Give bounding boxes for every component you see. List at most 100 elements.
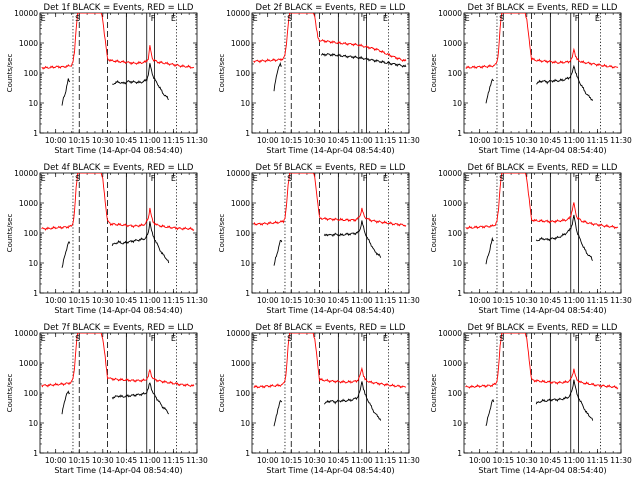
interval-letter: E <box>465 174 470 183</box>
interval-letter: E <box>595 334 600 343</box>
y-tick-label: 100 <box>448 389 463 398</box>
interval-letter: S <box>75 174 80 183</box>
interval-letter: S <box>499 334 504 343</box>
y-tick-label: 1 <box>33 289 38 298</box>
events-series-line <box>535 379 594 421</box>
x-axis-label: Start Time (14-Apr-04 08:54:40) <box>478 146 606 155</box>
events-series-line <box>273 239 283 266</box>
events-series-line <box>323 381 382 421</box>
panel-title: Det 7f BLACK = Events, RED = LLD <box>44 323 194 333</box>
x-tick-label: 10:45 <box>116 296 138 305</box>
events-series-line <box>61 390 71 415</box>
interval-letter: E <box>595 174 600 183</box>
x-tick-label: 10:45 <box>328 136 350 145</box>
plot-frame <box>39 172 198 294</box>
interval-letter: F <box>363 334 368 343</box>
x-tick-label: 11:00 <box>139 456 161 465</box>
y-tick-label: 1 <box>245 449 250 458</box>
events-series-line <box>112 63 169 100</box>
x-tick-label: 10:45 <box>116 456 138 465</box>
panel-title: Det 5f BLACK = Events, RED = LLD <box>256 163 406 173</box>
plot-frame <box>251 332 410 454</box>
x-tick-label: 11:00 <box>563 456 585 465</box>
detector-panel-5: Det 5f BLACK = Events, RED = LLD 1 10 100 10… <box>218 163 420 315</box>
x-tick-label: 11:30 <box>398 136 420 145</box>
panel-title: Det 9f BLACK = Events, RED = LLD <box>468 323 618 333</box>
x-tick-label: 11:30 <box>610 456 632 465</box>
y-tick-label: 1000 <box>443 199 462 208</box>
y-tick-label: 1 <box>457 449 462 458</box>
x-tick-label: 10:30 <box>516 136 538 145</box>
detector-panel-8: Det 8f BLACK = Events, RED = LLD 1 10 100 10… <box>218 323 420 475</box>
y-axis-label: Counts/sec <box>430 374 438 413</box>
plot-area <box>253 13 407 133</box>
lld-series-line <box>253 173 407 228</box>
x-tick-label: 10:00 <box>257 296 279 305</box>
events-series-line <box>485 236 494 265</box>
x-tick-label: 11:15 <box>375 456 397 465</box>
x-tick-label: 10:30 <box>516 296 538 305</box>
y-tick-label: 100 <box>236 69 251 78</box>
y-tick-label: 10000 <box>438 329 462 338</box>
x-axis-label: Start Time (14-Apr-04 08:54:40) <box>478 306 606 315</box>
x-tick-label: 10:15 <box>68 136 90 145</box>
interval-letter: F <box>575 14 580 23</box>
y-tick-label: 100 <box>448 229 463 238</box>
detector-panel-7: Det 7f BLACK = Events, RED = LLD 1 10 100 10… <box>6 323 208 475</box>
x-tick-label: 10:15 <box>280 136 302 145</box>
plot-area <box>41 333 195 453</box>
x-tick-label: 10:00 <box>469 136 491 145</box>
lld-series-line <box>41 13 195 70</box>
x-tick-label: 10:30 <box>304 456 326 465</box>
events-series-line <box>111 221 170 264</box>
x-tick-label: 11:30 <box>186 456 208 465</box>
y-tick-label: 10000 <box>226 329 250 338</box>
x-tick-label: 10:45 <box>540 456 562 465</box>
y-tick-label: 1 <box>33 129 38 138</box>
y-axis-label: Counts/sec <box>6 214 14 253</box>
y-tick-label: 10000 <box>14 169 38 178</box>
x-tick-label: 11:00 <box>139 296 161 305</box>
x-tick-label: 11:30 <box>398 296 420 305</box>
interval-letter: S <box>287 174 292 183</box>
interval-letter: E <box>595 14 600 23</box>
x-tick-label: 10:15 <box>280 296 302 305</box>
x-tick-label: 10:15 <box>492 456 514 465</box>
y-tick-label: 1000 <box>19 199 38 208</box>
y-tick-label: 1000 <box>443 359 462 368</box>
detector-panel-1: Det 1f BLACK = Events, RED = LLD 1 10 100 10… <box>6 3 208 155</box>
y-tick-label: 10 <box>240 259 250 268</box>
y-tick-label: 100 <box>24 229 39 238</box>
x-tick-label: 11:15 <box>587 296 609 305</box>
x-tick-label: 11:30 <box>186 296 208 305</box>
panel-title: Det 1f BLACK = Events, RED = LLD <box>44 3 194 13</box>
events-series-line <box>111 382 170 415</box>
panel-title: Det 3f BLACK = Events, RED = LLD <box>468 3 618 13</box>
y-tick-label: 1 <box>457 129 462 138</box>
y-tick-label: 10 <box>28 99 38 108</box>
y-tick-label: 1000 <box>443 39 462 48</box>
y-tick-label: 100 <box>448 69 463 78</box>
y-tick-label: 10 <box>452 259 462 268</box>
y-tick-label: 10 <box>28 259 38 268</box>
x-tick-label: 11:15 <box>163 136 185 145</box>
y-tick-label: 10 <box>452 99 462 108</box>
x-tick-label: 10:30 <box>92 456 114 465</box>
y-tick-label: 100 <box>24 69 39 78</box>
lld-series-line <box>465 13 619 69</box>
y-tick-label: 10000 <box>14 329 38 338</box>
detector-panel-4: Det 4f BLACK = Events, RED = LLD 1 10 100 10… <box>6 163 208 315</box>
plot-frame <box>463 172 622 294</box>
y-tick-label: 10 <box>452 419 462 428</box>
plot-area <box>41 173 195 293</box>
x-tick-label: 10:00 <box>45 456 67 465</box>
plot-frame <box>251 172 410 294</box>
plot-area <box>253 173 407 293</box>
panel-title: Det 2f BLACK = Events, RED = LLD <box>256 3 406 13</box>
interval-letter: F <box>575 174 580 183</box>
y-tick-label: 1000 <box>19 39 38 48</box>
interval-letter: F <box>363 14 368 23</box>
x-tick-label: 10:45 <box>540 296 562 305</box>
interval-letter: F <box>151 334 156 343</box>
y-tick-label: 10000 <box>438 9 462 18</box>
